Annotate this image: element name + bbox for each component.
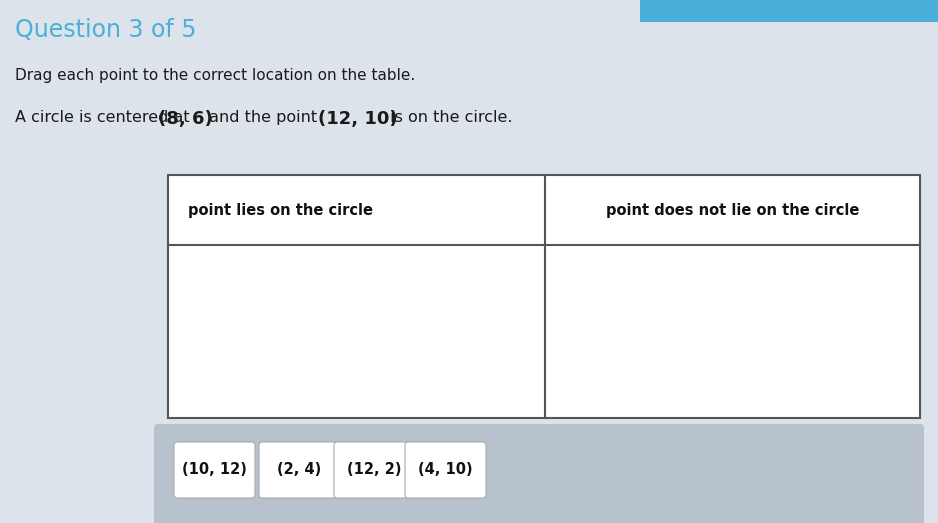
Text: is on the circle.: is on the circle. [385,110,512,125]
Text: (8, 6): (8, 6) [158,110,213,128]
Text: A circle is centered at: A circle is centered at [15,110,195,125]
FancyBboxPatch shape [168,175,920,418]
Text: (4, 10): (4, 10) [418,462,473,477]
FancyBboxPatch shape [405,442,486,498]
Text: point does not lie on the circle: point does not lie on the circle [606,202,859,218]
Text: Question 3 of 5: Question 3 of 5 [15,18,196,42]
Text: and the point: and the point [204,110,323,125]
Text: (12, 2): (12, 2) [347,462,401,477]
Text: point lies on the circle: point lies on the circle [188,202,373,218]
FancyBboxPatch shape [259,442,340,498]
Text: Drag each point to the correct location on the table.: Drag each point to the correct location … [15,68,416,83]
FancyBboxPatch shape [174,442,255,498]
FancyBboxPatch shape [154,424,924,523]
FancyBboxPatch shape [640,0,938,22]
FancyBboxPatch shape [334,442,415,498]
Text: (12, 10): (12, 10) [318,110,398,128]
Text: (10, 12): (10, 12) [182,462,247,477]
Text: (2, 4): (2, 4) [278,462,322,477]
